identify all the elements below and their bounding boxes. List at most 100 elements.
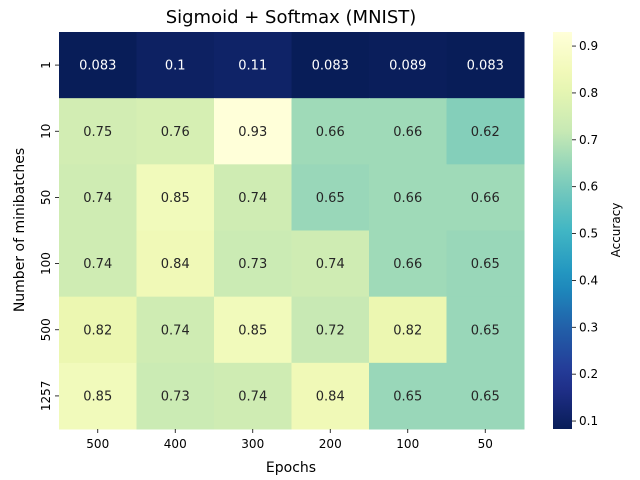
heatmap-cell: [214, 164, 292, 231]
heatmap-cell: [291, 296, 370, 364]
x-tick-label: 300: [241, 437, 264, 451]
heatmap-cell: [291, 98, 370, 165]
heatmap-cell: [446, 296, 525, 364]
cell-value-label: 0.93: [238, 125, 267, 140]
colorbar: [553, 32, 572, 429]
heatmap-cell: [136, 98, 215, 165]
cell-value-label: 0.73: [161, 389, 190, 404]
x-axis-ticks: 500 400 300 200 100 50: [86, 429, 493, 451]
cell-value-label: 0.85: [83, 389, 112, 404]
colorbar-tick-label: 0.9: [579, 39, 598, 53]
chart-title: Sigmoid + Softmax (MNIST): [166, 7, 417, 28]
heatmap-cell: [369, 164, 447, 231]
cell-value-label: 0.82: [393, 323, 422, 338]
x-tick-label: 50: [478, 437, 493, 451]
colorbar-tick-label: 0.5: [579, 227, 598, 241]
colorbar-tick-label: 0.3: [579, 320, 598, 334]
cell-value-label: 0.083: [467, 59, 504, 74]
heatmap-cell: [214, 230, 292, 298]
heatmap-cell: [291, 230, 370, 298]
cell-value-label: 0.76: [161, 125, 190, 140]
heatmap-cell: [59, 230, 137, 298]
y-tick-label: 50: [39, 190, 53, 205]
heatmap-cell: [446, 32, 525, 99]
x-tick-label: 100: [396, 437, 419, 451]
y-axis-label: Number of minibatches: [12, 148, 28, 312]
cell-value-label: 0.66: [393, 257, 422, 272]
heatmap-cell: [59, 296, 137, 364]
cell-value-label: 0.66: [393, 191, 422, 206]
y-tick-label: 500: [39, 318, 53, 341]
colorbar-ticks: 0.1 0.2 0.3 0.4 0.5 0.6 0.7 0.8 0.9: [572, 39, 598, 428]
x-axis-label: Epochs: [266, 460, 316, 476]
cell-value-label: 0.66: [471, 191, 500, 206]
cell-value-label: 0.84: [161, 257, 190, 272]
cell-value-label: 0.74: [83, 191, 112, 206]
cell-value-label: 0.85: [238, 323, 267, 338]
heatmap-cell: [136, 362, 215, 430]
y-tick-label: 1: [39, 61, 53, 69]
cell-value-label: 0.82: [83, 323, 112, 338]
cell-value-label: 0.66: [393, 125, 422, 140]
cell-value-label: 0.1: [165, 59, 186, 74]
heatmap-cell: [59, 362, 137, 430]
heatmap-cell: [369, 296, 447, 364]
cell-value-label: 0.84: [316, 389, 345, 404]
heatmap-cell: [136, 32, 215, 99]
cell-value-label: 0.083: [79, 59, 116, 74]
cell-value-label: 0.73: [238, 257, 267, 272]
y-tick-label: 10: [39, 124, 53, 139]
heatmap-cell: [446, 164, 525, 231]
cell-value-label: 0.083: [312, 59, 349, 74]
x-tick-label: 200: [319, 437, 342, 451]
cell-value-label: 0.66: [316, 125, 345, 140]
heatmap-cell: [369, 230, 447, 298]
heatmap-cell: [214, 98, 292, 165]
heatmap-cell: [59, 98, 137, 165]
heatmap-cell: [59, 32, 137, 99]
x-tick-label: 400: [164, 437, 187, 451]
heatmap-cell: [59, 164, 137, 231]
colorbar-tick-label: 0.7: [579, 133, 598, 147]
heatmap-cell: [136, 164, 215, 231]
heatmap-cell: [291, 362, 370, 430]
heatmap-cell: [214, 362, 292, 430]
cell-value-label: 0.72: [316, 323, 345, 338]
y-tick-label: 1257: [39, 381, 53, 412]
cell-value-label: 0.65: [471, 323, 500, 338]
colorbar-tick-label: 0.2: [579, 367, 598, 381]
cell-value-label: 0.75: [83, 125, 112, 140]
heatmap-cell: [369, 362, 447, 430]
cell-value-label: 0.089: [389, 59, 426, 74]
cell-value-label: 0.74: [316, 257, 345, 272]
cell-value-label: 0.62: [471, 125, 500, 140]
heatmap-cell: [291, 32, 370, 99]
colorbar-tick-label: 0.4: [579, 273, 598, 287]
cell-value-label: 0.74: [238, 389, 267, 404]
cell-value-label: 0.65: [393, 389, 422, 404]
heatmap-cell: [446, 362, 525, 430]
cell-value-label: 0.65: [471, 389, 500, 404]
y-tick-label: 100: [39, 252, 53, 275]
cell-value-label: 0.74: [83, 257, 112, 272]
colorbar-tick-label: 0.6: [579, 180, 598, 194]
heatmap-cell: [136, 296, 215, 364]
heatmap-cell: [214, 32, 292, 99]
cell-value-label: 0.74: [238, 191, 267, 206]
heatmap-cell: [369, 98, 447, 165]
heatmap-cell: [446, 98, 525, 165]
cell-value-label: 0.65: [471, 257, 500, 272]
heatmap-cells: 0.083 0.1 0.11 0.083 0.089 0.083 0.75 0.76 0.93 0…: [59, 32, 525, 430]
heatmap-cell: [136, 230, 215, 298]
colorbar-label: Accuracy: [609, 203, 623, 258]
heatmap-cell: [291, 164, 370, 231]
heatmap-cell: [446, 230, 525, 298]
cell-value-label: 0.85: [161, 191, 190, 206]
cell-value-label: 0.74: [161, 323, 190, 338]
colorbar-tick-label: 0.1: [579, 414, 598, 428]
colorbar-tick-label: 0.8: [579, 86, 598, 100]
cell-value-label: 0.65: [316, 191, 345, 206]
cell-value-label: 0.11: [238, 59, 267, 74]
y-axis-ticks: 1 10 50 100 500 1257: [39, 61, 59, 411]
